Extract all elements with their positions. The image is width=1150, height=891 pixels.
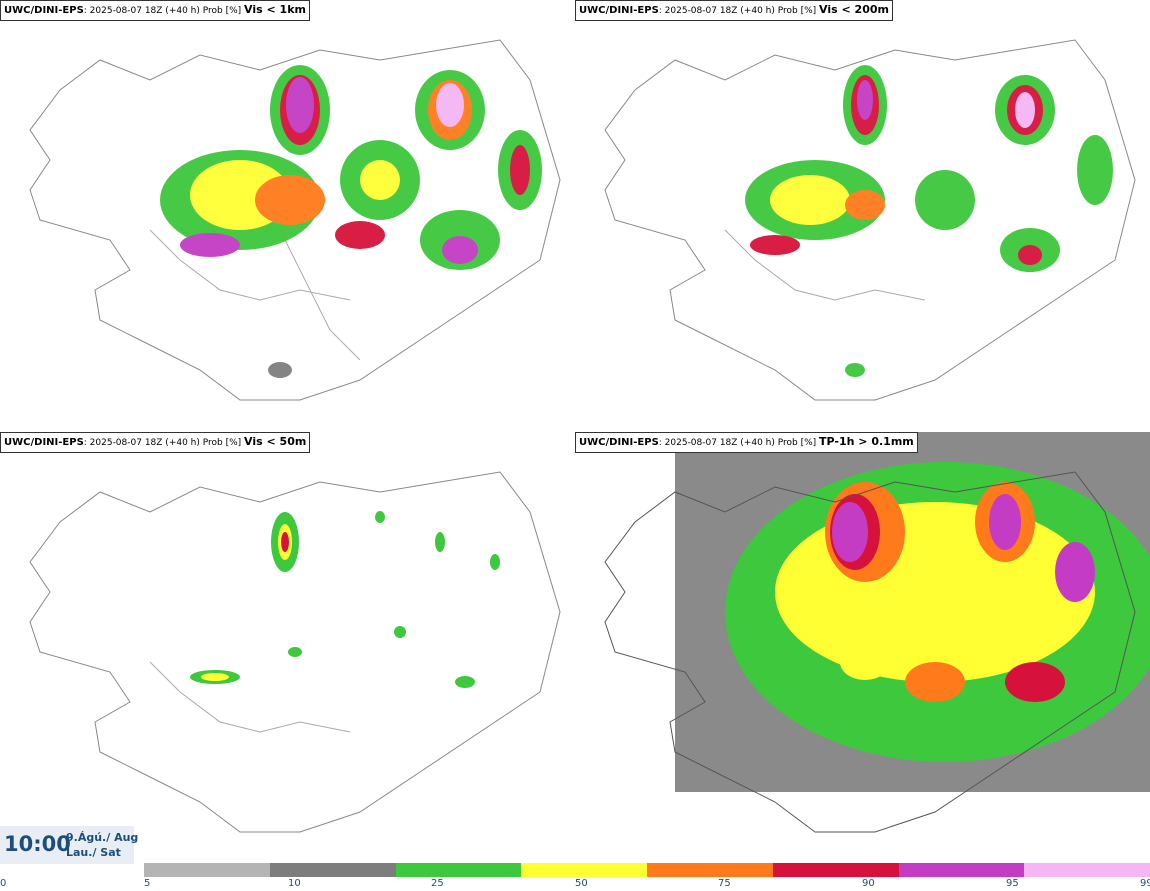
panel-title: UWC/DINI-EPS: 2025-08-07 18Z (+40 h) Pro… [575,432,918,453]
map-panel-vis-200m: UWC/DINI-EPS: 2025-08-07 18Z (+40 h) Pro… [575,0,1150,430]
colorbar-segment [772,863,899,877]
valid-date: 9.Ágú./ Aug Lau./ Sat [66,830,138,860]
iceland-coastline [604,39,1136,401]
panel-title: UWC/DINI-EPS: 2025-08-07 18Z (+40 h) Pro… [575,0,893,21]
map-vis-50m [29,471,561,833]
colorbar-segment [647,863,773,877]
map-panel-vis-1km: UWC/DINI-EPS: 2025-08-07 18Z (+40 h) Pro… [0,0,575,430]
colorbar-tick-label: 75 [718,878,731,889]
valid-date-line2: Lau./ Sat [66,846,121,859]
panel-title: UWC/DINI-EPS: 2025-08-07 18Z (+40 h) Pro… [0,432,311,453]
valid-time-box [0,826,134,864]
iceland-coastline [604,471,1136,833]
colorbar-tick-label: 25 [431,878,444,889]
colorbar-tick-label: 90 [862,878,875,889]
colorbar-segment [898,863,1025,877]
colorbar-segment [395,863,522,877]
probability-colorbar [144,863,1150,877]
colorbar-segment [144,863,270,877]
map-panel-vis-50m: UWC/DINI-EPS: 2025-08-07 18Z (+40 h) Pro… [0,432,575,862]
colorbar-tick-label: 99 [1140,878,1150,889]
valid-date-line1: 9.Ágú./ Aug [66,831,139,844]
map-vis-200m [604,39,1136,401]
colorbar-tick-label: 5 [144,878,151,889]
iceland-coastline [29,39,561,401]
map-vis-1km [29,39,561,401]
colorbar-segment [269,863,396,877]
map-panel-tp-1h: UWC/DINI-EPS: 2025-08-07 18Z (+40 h) Pro… [575,432,1150,862]
map-tp-1h [604,432,1150,833]
iceland-coastline [29,471,561,833]
colorbar-tick-label: 50 [575,878,588,889]
valid-time: 10:00 [4,832,71,856]
colorbar-segment [1024,863,1150,877]
colorbar-tick-label: 95 [1006,878,1019,889]
colorbar-segment [521,863,647,877]
colorbar-tick-label: 10 [288,878,301,889]
panel-title: UWC/DINI-EPS: 2025-08-07 18Z (+40 h) Pro… [0,0,310,21]
colorbar-tick-label: 0 [0,878,7,889]
